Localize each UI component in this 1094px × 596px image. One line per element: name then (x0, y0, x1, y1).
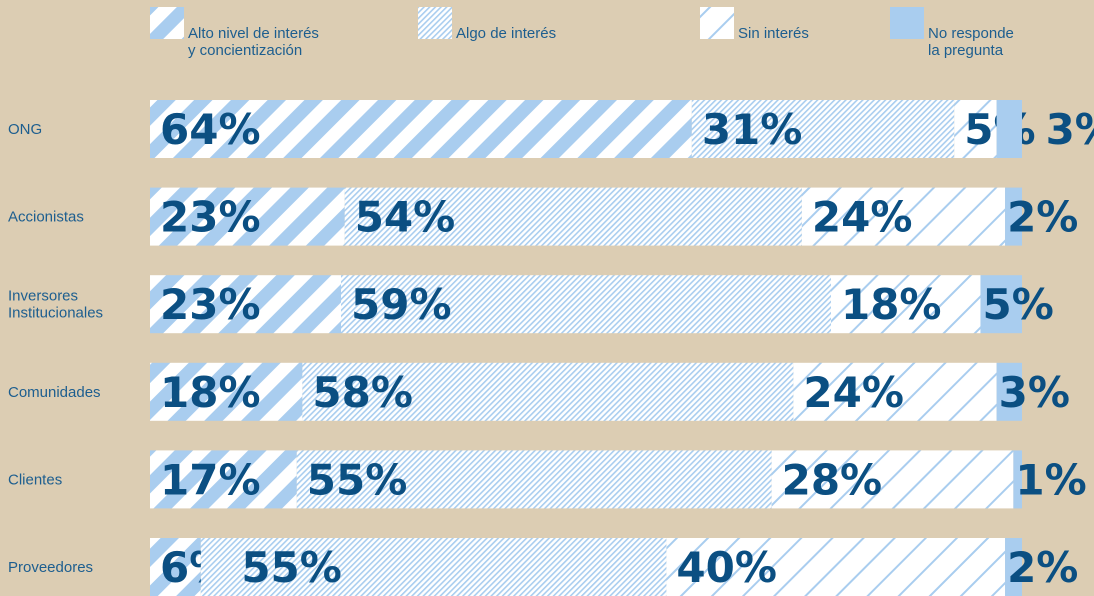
value-label: 3% (999, 368, 1070, 417)
category-label: Accionistas (8, 209, 84, 226)
bar-segment (150, 538, 201, 596)
bar-segment (150, 100, 692, 158)
bar-segment (771, 450, 1014, 509)
bar-segment (666, 538, 1006, 596)
value-label: 64% (160, 105, 261, 154)
bar-segment (150, 275, 342, 334)
bar-segment (691, 100, 955, 158)
value-label: 3% (1046, 105, 1094, 154)
value-label: 2% (1007, 193, 1078, 242)
bar-segment (150, 362, 303, 421)
legend-label: Algo de interés (456, 25, 556, 42)
value-label: 1% (1015, 455, 1086, 504)
category-label: Comunidades (8, 384, 101, 401)
value-label: 23% (160, 193, 261, 242)
bar-segment (1005, 187, 1022, 246)
bar-segment (200, 538, 667, 596)
legend-swatch (890, 7, 924, 39)
bar-segment (150, 450, 297, 509)
bar-segment (150, 187, 345, 246)
value-label: 18% (841, 280, 942, 329)
bar-segment (793, 362, 997, 421)
bar-segment (1013, 450, 1022, 509)
value-label: 55% (307, 455, 408, 504)
value-label: 59% (351, 280, 452, 329)
bar-segment (341, 275, 831, 334)
value-label: 5% (982, 280, 1053, 329)
value-label: 24% (812, 193, 913, 242)
bar-segment (996, 362, 1022, 421)
value-label: 54% (355, 193, 456, 242)
legend-label: No responde la pregunta (928, 25, 1014, 59)
bar-segment (344, 187, 802, 246)
bar-segment (296, 450, 772, 509)
legend-label: Sin interés (738, 25, 809, 42)
value-label: 18% (160, 368, 261, 417)
category-label: Clientes (8, 471, 62, 488)
value-label: 28% (782, 455, 883, 504)
value-label: 58% (312, 368, 413, 417)
legend-swatch (700, 7, 734, 39)
category-label: Inversores Institucionales (8, 288, 103, 322)
value-label: 55% (241, 543, 342, 592)
category-label: ONG (8, 121, 42, 138)
bar-segment (801, 187, 1006, 246)
bar-segment (996, 100, 1022, 158)
value-label: 31% (702, 105, 803, 154)
value-label: 40% (676, 543, 777, 592)
bar-segment (954, 100, 997, 158)
bar-segment (302, 362, 794, 421)
bar-segment (980, 275, 1022, 334)
legend-swatch (150, 7, 184, 39)
legend-label: Alto nivel de interés y concientización (188, 25, 319, 59)
legend-swatch (418, 7, 452, 39)
category-label: Proveedores (8, 559, 93, 576)
value-label: 24% (803, 368, 904, 417)
value-label: 17% (160, 455, 261, 504)
bar-segment (1005, 538, 1022, 596)
bar-segment (830, 275, 981, 334)
value-label: 23% (160, 280, 261, 329)
value-label: 2% (1007, 543, 1078, 592)
